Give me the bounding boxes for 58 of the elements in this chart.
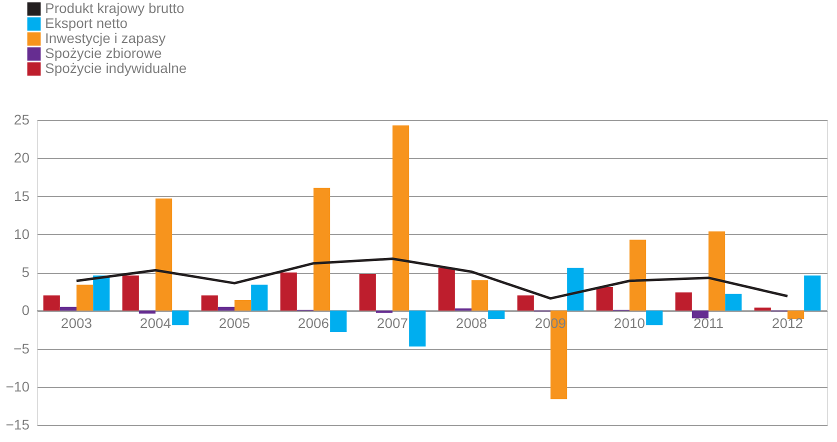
legend-label: Spożycie indywidualne: [45, 60, 187, 76]
legend-label: Eksport netto: [45, 15, 128, 31]
bar: [708, 231, 726, 311]
bar: [488, 310, 505, 320]
bar: [630, 240, 646, 311]
bar: [725, 294, 742, 311]
x-tick-label: 2005: [218, 315, 250, 332]
bar: [60, 306, 76, 311]
y-tick-label: 20: [14, 150, 30, 166]
x-tick-label: 2010: [614, 315, 646, 332]
y-tick-label: 15: [14, 188, 30, 204]
bar: [472, 280, 488, 311]
bar: [788, 310, 804, 320]
legend-label: Inwestycje i zapasy: [45, 30, 166, 46]
bar: [692, 310, 708, 318]
bar: [251, 284, 268, 311]
x-tick-label: 2012: [772, 315, 804, 332]
y-tick-label: 25: [14, 112, 30, 128]
bar: [93, 276, 110, 311]
bar: [567, 268, 584, 311]
bar: [438, 268, 455, 311]
x-tick-label: 2004: [140, 315, 172, 332]
bar: [201, 295, 218, 311]
y-tick-label: 10: [14, 226, 30, 242]
legend-label: Spożycie zbiorowe: [45, 45, 162, 61]
bar: [409, 310, 426, 346]
legend-label: Produkt krajowy brutto: [45, 0, 184, 16]
bar: [675, 292, 692, 311]
x-tick-label: 2003: [60, 315, 92, 332]
bar: [804, 276, 821, 311]
y-tick-label: 5: [22, 264, 30, 280]
bar: [314, 188, 330, 311]
bar: [330, 310, 347, 332]
y-tick-label: −15: [6, 416, 30, 432]
bar: [754, 308, 771, 311]
x-tick-label: 2009: [534, 315, 566, 332]
bar: [596, 286, 613, 311]
y-tick-label: −5: [14, 340, 30, 356]
y-tick-label: −10: [6, 378, 30, 394]
bar: [646, 310, 663, 326]
bar: [359, 274, 376, 311]
bar: [138, 310, 156, 314]
bar: [172, 310, 189, 326]
bar: [517, 295, 534, 311]
x-tick-label: 2006: [298, 315, 330, 332]
line-series: [75, 258, 789, 300]
bar: [392, 125, 410, 311]
bar: [156, 198, 172, 311]
bar: [234, 300, 252, 311]
bar: [218, 306, 234, 311]
y-tick-label: 0: [22, 302, 30, 318]
bar: [43, 295, 60, 311]
x-tick-label: 2008: [456, 315, 488, 332]
bar: [76, 284, 94, 311]
bar: [122, 276, 139, 311]
x-tick-label: 2011: [693, 315, 724, 332]
x-tick-label: 2007: [376, 315, 408, 332]
bar: [280, 272, 297, 311]
